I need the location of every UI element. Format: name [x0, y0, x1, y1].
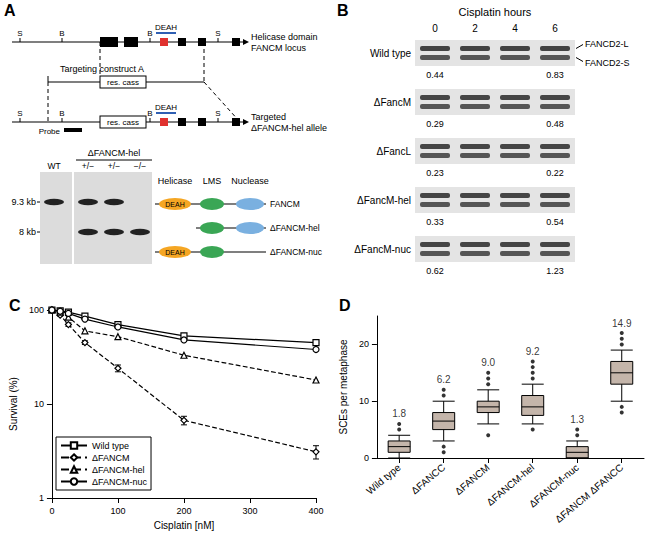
svg-text:ΔFancL: ΔFancL	[377, 146, 412, 157]
svg-text:400: 400	[308, 506, 323, 516]
svg-text:ΔFANCM-nuc: ΔFANCM-nuc	[270, 247, 323, 257]
svg-text:S: S	[215, 29, 220, 38]
svg-text:ΔFancM-nuc: ΔFancM-nuc	[354, 244, 411, 255]
svg-text:LMS: LMS	[203, 176, 222, 186]
svg-text:DEAH: DEAH	[155, 23, 177, 32]
svg-text:ΔFANCM-hel: ΔFANCM-hel	[88, 148, 141, 158]
svg-text:0.22: 0.22	[546, 168, 564, 178]
svg-text:14.9: 14.9	[612, 318, 632, 329]
svg-text:FANCM locus: FANCM locus	[251, 43, 307, 53]
svg-text:0.44: 0.44	[426, 70, 444, 80]
svg-text:+/−: +/−	[82, 161, 94, 171]
svg-text:B: B	[147, 109, 152, 118]
svg-text:200: 200	[176, 506, 191, 516]
svg-text:FANCD2-L: FANCD2-L	[585, 39, 629, 49]
svg-text:DEAH: DEAH	[165, 201, 184, 208]
svg-text:10: 10	[34, 399, 44, 409]
svg-text:0.62: 0.62	[426, 266, 444, 276]
svg-text:B: B	[59, 29, 64, 38]
svg-text:1.3: 1.3	[570, 414, 584, 425]
svg-text:+/−: +/−	[108, 161, 120, 171]
svg-text:C: C	[9, 297, 21, 314]
svg-text:2: 2	[472, 23, 478, 34]
svg-text:0: 0	[432, 23, 438, 34]
svg-text:300: 300	[242, 506, 257, 516]
svg-text:S: S	[215, 109, 220, 118]
svg-text:0: 0	[364, 453, 369, 463]
svg-text:0.83: 0.83	[546, 70, 564, 80]
svg-text:Wild type: Wild type	[364, 462, 403, 497]
svg-text:ΔFANCC: ΔFANCC	[409, 462, 447, 497]
svg-text:ΔFANCM: ΔFANCM	[453, 462, 492, 497]
svg-text:1.23: 1.23	[546, 266, 564, 276]
svg-text:Survival (%): Survival (%)	[8, 377, 19, 431]
svg-text:Wild type: Wild type	[92, 441, 129, 451]
svg-text:ΔFancM: ΔFancM	[374, 97, 411, 108]
svg-text:0.48: 0.48	[546, 119, 564, 129]
svg-text:B: B	[59, 109, 64, 118]
svg-text:B: B	[337, 2, 349, 19]
svg-text:1: 1	[39, 493, 44, 503]
svg-text:ΔFANCM ΔFANCC: ΔFANCM ΔFANCC	[553, 462, 625, 525]
svg-text:−/−: −/−	[134, 161, 146, 171]
svg-text:0.29: 0.29	[426, 119, 444, 129]
svg-text:8 kb: 8 kb	[19, 227, 36, 237]
svg-text:0: 0	[49, 506, 54, 516]
svg-text:S: S	[17, 29, 22, 38]
svg-text:ΔFANCM-hel allele: ΔFANCM-hel allele	[251, 123, 327, 133]
svg-text:FANCD2-S: FANCD2-S	[585, 58, 630, 68]
svg-text:10: 10	[359, 396, 369, 406]
svg-text:res. cass: res. cass	[107, 118, 139, 127]
svg-text:Nuclease: Nuclease	[231, 176, 269, 186]
svg-text:100: 100	[110, 506, 125, 516]
svg-text:Cisplatin [nM]: Cisplatin [nM]	[154, 520, 215, 531]
svg-text:WT: WT	[47, 161, 60, 171]
svg-text:0.23: 0.23	[426, 168, 444, 178]
svg-text:ΔFANCM-nuc: ΔFANCM-nuc	[526, 461, 581, 510]
svg-text:Helicase domain: Helicase domain	[251, 32, 318, 42]
svg-text:ΔFANCM-hel: ΔFANCM-hel	[484, 461, 537, 508]
svg-text:ΔFancM-hel: ΔFancM-hel	[357, 195, 411, 206]
svg-text:0.33: 0.33	[426, 217, 444, 227]
svg-text:1.8: 1.8	[392, 408, 406, 419]
svg-text:Wild type: Wild type	[370, 48, 412, 59]
svg-text:9.2: 9.2	[526, 346, 540, 357]
svg-text:ΔFANCM: ΔFANCM	[92, 453, 130, 463]
svg-text:FANCM: FANCM	[270, 199, 300, 209]
svg-text:ΔFANCM-nuc: ΔFANCM-nuc	[92, 477, 148, 487]
svg-text:S: S	[17, 109, 22, 118]
svg-text:Targeting construct A: Targeting construct A	[60, 64, 144, 74]
svg-text:6: 6	[552, 23, 558, 34]
svg-text:DEAH: DEAH	[165, 249, 184, 256]
svg-text:Targeted: Targeted	[251, 112, 286, 122]
svg-text:9.3 kb: 9.3 kb	[11, 197, 36, 207]
svg-text:SCEs per metaphase: SCEs per metaphase	[338, 339, 349, 434]
svg-text:20: 20	[359, 339, 369, 349]
svg-text:DEAH: DEAH	[155, 103, 177, 112]
svg-text:ΔFANCM-hel: ΔFANCM-hel	[92, 465, 145, 475]
svg-text:9.0: 9.0	[481, 357, 495, 368]
svg-text:4: 4	[512, 23, 518, 34]
svg-text:0.54: 0.54	[546, 217, 564, 227]
svg-text:D: D	[339, 297, 351, 314]
svg-text:Helicase: Helicase	[158, 176, 193, 186]
svg-text:A: A	[4, 2, 16, 19]
svg-text:res. cass: res. cass	[107, 78, 139, 87]
svg-text:B: B	[147, 29, 152, 38]
svg-text:ΔFANCM-hel: ΔFANCM-hel	[270, 223, 320, 233]
svg-text:100: 100	[29, 305, 44, 315]
svg-text:Cisplatin hours: Cisplatin hours	[459, 6, 532, 18]
svg-text:6.2: 6.2	[437, 374, 451, 385]
svg-text:Probe: Probe	[39, 127, 61, 136]
